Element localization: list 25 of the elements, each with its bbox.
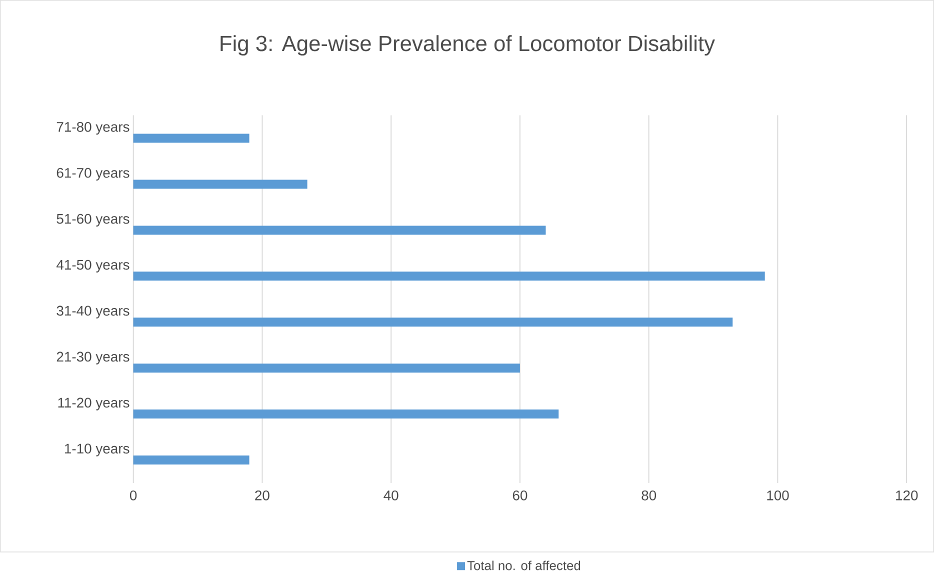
bar: [133, 226, 546, 235]
bar: [133, 318, 733, 327]
y-tick-label: 1-10 years: [64, 444, 130, 457]
bar: [133, 180, 308, 189]
bar: [133, 134, 250, 143]
bar: [133, 456, 250, 465]
y-tick-label: 31-40 years: [56, 306, 130, 319]
x-tick-label: 60: [512, 490, 528, 501]
x-tick-label: 20: [255, 490, 270, 501]
x-tick-label: 120: [896, 490, 918, 501]
chart-title: Fig 3: Age-wise Prevalence of Locomotor Disability: [220, 35, 715, 56]
y-tick-label: 71-80 years: [56, 122, 130, 135]
x-tick-label: 100: [767, 490, 789, 501]
y-tick-label: 41-50 years: [56, 260, 130, 273]
y-tick-label: 51-60 years: [56, 214, 130, 227]
y-tick-label: 61-70 years: [56, 168, 130, 181]
y-tick-label: 21-30 years: [56, 352, 130, 365]
x-tick-label: 40: [384, 490, 398, 501]
x-tick-label: 80: [642, 490, 656, 501]
x-tick-label: 0: [130, 490, 137, 501]
bar: [133, 364, 520, 373]
bar: [133, 272, 765, 281]
bar: [133, 410, 559, 419]
legend-label: Total no. of affected: [467, 560, 580, 570]
y-tick-label: 11-20 years: [58, 398, 130, 411]
